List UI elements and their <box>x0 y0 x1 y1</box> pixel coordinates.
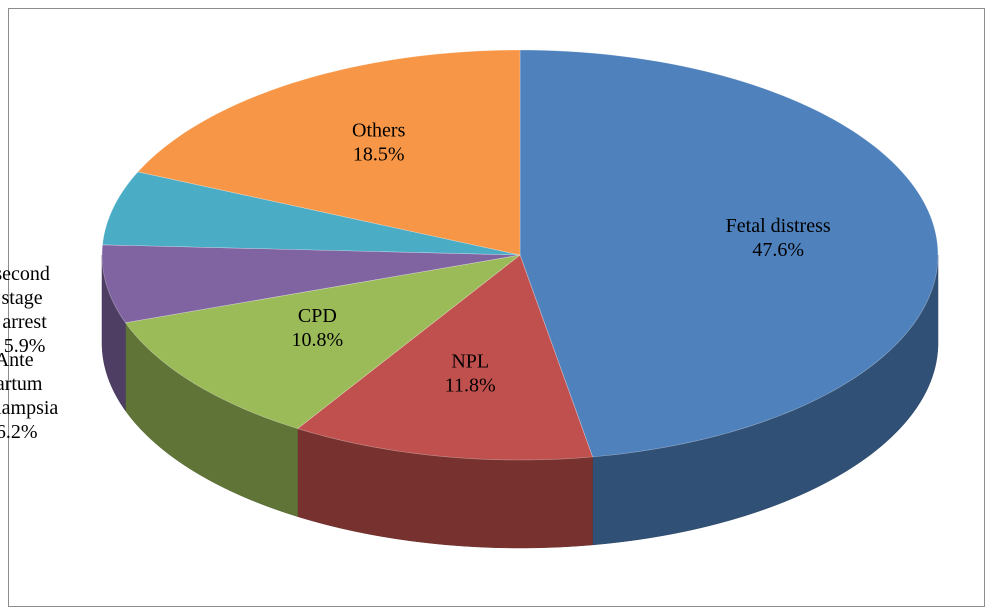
category-label: second stage arrest <box>0 263 55 333</box>
category-label: Others <box>352 119 406 141</box>
category-label: Fetal distress <box>726 215 831 237</box>
value-label: 47.6% <box>752 239 804 261</box>
data-label: Ante partum Eclampsia6.2% <box>0 349 58 443</box>
value-label: 5.9% <box>4 335 46 357</box>
value-label: 6.2% <box>0 421 37 443</box>
value-label: 10.8% <box>292 329 344 351</box>
value-label: 18.5% <box>353 143 405 165</box>
category-label: CPD <box>298 305 337 327</box>
slice <box>519 49 939 458</box>
slice <box>124 254 521 429</box>
slice <box>102 171 521 256</box>
slice <box>101 244 521 324</box>
slice-side <box>101 254 126 412</box>
category-label: Ante partum Eclampsia <box>0 349 58 419</box>
slice <box>137 49 521 256</box>
category-label: NPL <box>451 351 489 373</box>
slice <box>296 254 593 461</box>
value-label: 11.8% <box>445 375 496 397</box>
